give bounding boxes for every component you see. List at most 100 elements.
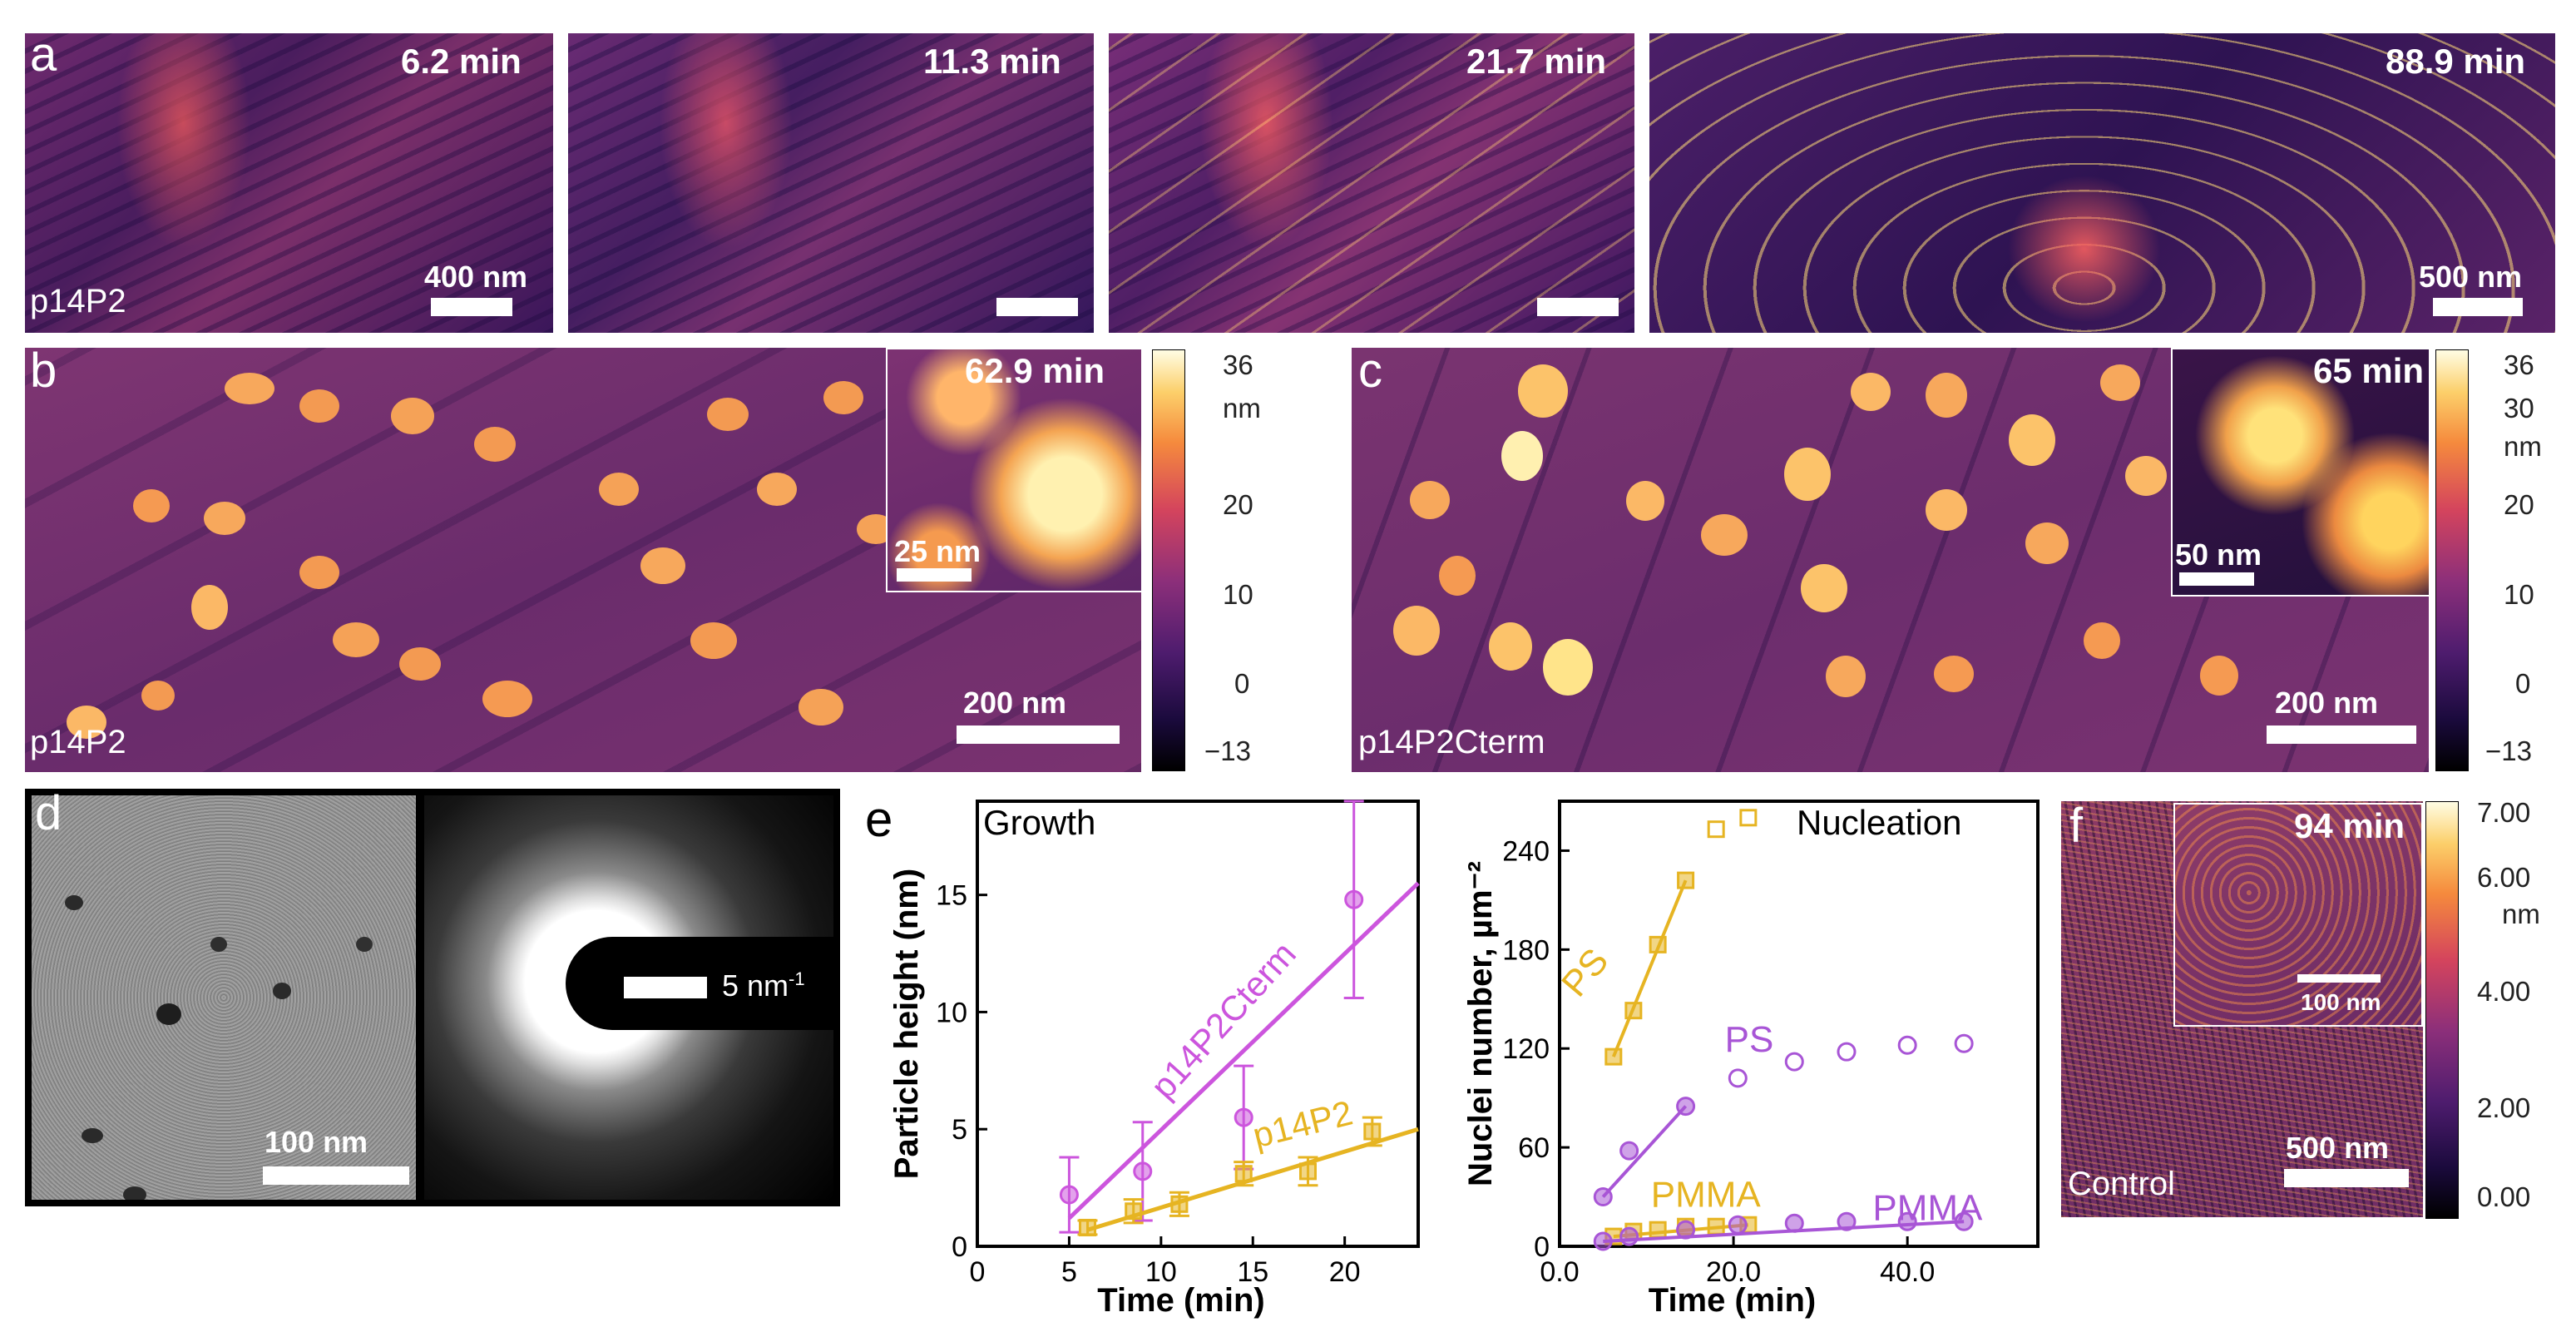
scale-bar (2267, 725, 2416, 744)
series-label: PMMA (1872, 1187, 1983, 1228)
colorbar-tick: 0 (1234, 668, 1250, 699)
series-label: PS (1725, 1019, 1774, 1060)
scale-bar (2433, 298, 2523, 316)
scale-bar-label: 200 nm (2275, 686, 2379, 720)
data-point (1837, 1211, 1857, 1231)
data-point (1170, 1195, 1189, 1213)
data-point (1784, 1213, 1804, 1233)
data-point (1234, 1165, 1253, 1183)
scale-bar-label: 200 nm (963, 686, 1067, 720)
y-tick-label: 10 (936, 997, 967, 1028)
colorbar-tick: 7.00 (2477, 797, 2531, 828)
colorbar-c (2435, 349, 2469, 771)
y-tick-label: 15 (936, 880, 967, 912)
data-point (1593, 1187, 1613, 1207)
fit-line (1067, 881, 1420, 1221)
scale-bar (897, 568, 972, 582)
colorbar-f (2425, 801, 2459, 1219)
colorbar-tick: 36 (2504, 349, 2534, 380)
data-point (1649, 935, 1667, 953)
y-tick-label: 180 (1502, 934, 1550, 966)
data-point (1649, 1221, 1667, 1239)
inset-time-label: 65 min (2313, 351, 2425, 390)
data-point (1344, 889, 1364, 909)
diffraction-image: 5 nm-1 (424, 795, 833, 1200)
frame-divider (1634, 33, 1649, 333)
scale-unit-superscript: -1 (789, 968, 805, 989)
plot-frame (1558, 800, 2040, 1248)
data-point (1954, 1033, 1974, 1053)
inset-scale-label: 50 nm (2175, 537, 2262, 572)
inset-image (2173, 803, 2423, 1027)
x-tick-label: 0.0 (1540, 1256, 1579, 1288)
inset-image (2171, 348, 2429, 597)
data-point (1299, 1162, 1317, 1181)
scale-bar (2179, 572, 2254, 586)
colorbar-unit: nm (2504, 431, 2542, 462)
colorbar-tick: 0.00 (2477, 1181, 2531, 1212)
panel-letter-b: b (30, 348, 57, 398)
data-point (1677, 871, 1695, 889)
diffraction-scale-label: 5 nm-1 (722, 968, 805, 1003)
data-point (1234, 1107, 1253, 1127)
panel-b: 62.9 min 25 nm b p14P2 200 nm (25, 348, 1141, 772)
inset-image (886, 348, 1141, 592)
inset-time-label: 94 min (2294, 806, 2405, 845)
fit-line (1611, 879, 1688, 1057)
data-point (1676, 1220, 1696, 1240)
afm-frame-1 (25, 33, 553, 333)
data-point (1624, 1002, 1643, 1020)
y-tick-label: 5 (952, 1114, 967, 1146)
nucleation-chart: 0.0 20.0 40.0 0 60 120 180 240 Time (min) Nuclei … (1462, 800, 2040, 1319)
colorbar-tick: 10 (1223, 579, 1253, 610)
x-tick-label: 5 (1061, 1256, 1077, 1288)
growth-title: Growth (983, 803, 1095, 842)
x-tick-label: 10 (1145, 1256, 1177, 1288)
panel-letter-e: e (865, 791, 893, 847)
data-point (1363, 1122, 1382, 1141)
x-axis-label: Time (min) (1097, 1282, 1265, 1319)
panel-d: 100 nm 5 nm-1 d (25, 789, 840, 1206)
colorbar-unit: nm (1223, 393, 1261, 423)
x-axis-label: Time (min) (1649, 1282, 1817, 1319)
colorbar-tick: 36 (1223, 349, 1253, 380)
scale-bar-label: 500 nm (2286, 1131, 2390, 1165)
x-tick-label: 15 (1237, 1256, 1268, 1288)
colorbar-tick: 6.00 (2477, 862, 2531, 893)
data-point (1133, 1161, 1153, 1181)
data-point (1604, 1047, 1623, 1066)
panel-letter-f: f (2069, 801, 2084, 853)
scale-bar (2284, 1169, 2409, 1187)
frame-divider (1094, 33, 1109, 333)
scale-bar (263, 1166, 409, 1185)
y-axis-label: Particle height (nm) (888, 869, 925, 1179)
series-label: p14P2 (1248, 1092, 1356, 1155)
y-axis-label: Nuclei number, µm⁻² (1462, 861, 1499, 1186)
y-tick-label: 0 (952, 1231, 967, 1263)
panel-letter-a: a (30, 33, 57, 82)
data-point (1784, 1052, 1804, 1072)
scale-bar-label: 400 nm (424, 260, 528, 294)
data-point (1593, 1231, 1613, 1251)
sample-label: p14P2 (30, 283, 126, 319)
afm-frame-4 (1649, 33, 2555, 333)
colorbar-tick: 4.00 (2477, 976, 2531, 1007)
panel-f: 94 min 100 nm f Control 500 nm (2061, 801, 2423, 1217)
data-point (1707, 820, 1725, 839)
data-point (1619, 1226, 1639, 1246)
inset-scale-label: 25 nm (894, 534, 981, 568)
scale-bar (624, 977, 707, 998)
x-tick-label: 40.0 (1880, 1256, 1935, 1288)
data-point (1728, 1068, 1748, 1088)
panel-c: 65 min 50 nm c p14P2Cterm 200 nm (1352, 348, 2429, 772)
series-label: p14P2Cterm (1143, 934, 1303, 1107)
colorbar-tick: −13 (2485, 735, 2532, 766)
fit-line (1601, 1105, 1688, 1198)
frame-time-label: 21.7 min (1466, 42, 1607, 81)
x-tick-label: 0 (970, 1256, 986, 1288)
colorbar-b (1152, 349, 1185, 771)
data-point (1728, 1215, 1748, 1235)
colorbar-tick: 0 (2515, 668, 2531, 699)
colorbar-tick: 2.00 (2477, 1092, 2531, 1123)
